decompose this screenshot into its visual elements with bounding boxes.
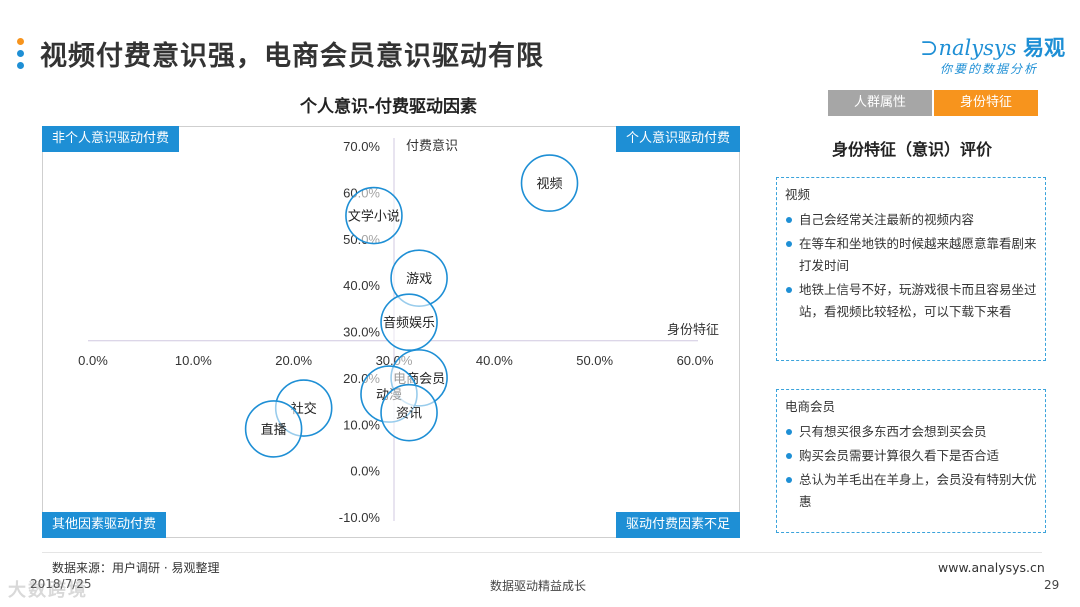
y-tick-label: 40.0%: [343, 278, 380, 293]
y-tick-label: 10.0%: [343, 417, 380, 432]
chart-frame: 0.0%10.0%20.0%30.0%40.0%50.0%60.0%70.0%6…: [42, 126, 740, 538]
bubble-label: 直播: [261, 423, 287, 438]
quadrant-label-top-left: 非个人意识驱动付费: [42, 126, 180, 152]
bubble-point: [380, 383, 438, 442]
report-date: 2018/7/25: [30, 577, 92, 591]
logo-o-icon: ⊃: [920, 36, 939, 61]
bubble-point: [345, 186, 403, 245]
footer-slogan: 数据驱动精益成长: [490, 579, 587, 593]
panel-title: 身份特征（意识）评价: [831, 140, 992, 159]
title-dots: [17, 38, 25, 74]
x-axis-title: 身份特征: [667, 322, 719, 338]
logo-main-text: nalysys: [938, 36, 1017, 60]
panel-heading: 电商会员: [785, 399, 836, 414]
x-tick-label: 10.0%: [175, 353, 212, 368]
tab-crowd-attributes[interactable]: 人群属性: [828, 90, 932, 116]
analysys-logo: ⊃nalysys 易观 你要的数据分析: [920, 32, 1070, 76]
x-tick-label: 0.0%: [78, 353, 108, 368]
x-tick-label: 20.0%: [275, 353, 312, 368]
panel-heading: 视频: [785, 187, 811, 202]
logo-wordmark: ⊃nalysys 易观: [920, 32, 1070, 62]
bubble-point: [244, 400, 303, 458]
bullet-item: 购买会员需要计算很久看下是否合适: [785, 445, 1037, 467]
bubble-label: 音频娱乐: [383, 315, 435, 331]
x-tick-label: 50.0%: [576, 353, 613, 368]
title-dot-1: [17, 38, 24, 45]
bullet-list: 只有想买很多东西才会想到买会员 购买会员需要计算很久看下是否合适 总认为羊毛出在…: [785, 421, 1037, 513]
bubble-label: 文学小说: [348, 209, 400, 225]
bullet-item: 自己会经常关注最新的视频内容: [785, 209, 1037, 231]
bullet-list: 自己会经常关注最新的视频内容 在等车和坐地铁的时候越来越愿意靠看剧来打发时间 地…: [785, 209, 1037, 323]
chart-heading: 个人意识-付费驱动因素: [300, 97, 478, 117]
bubble-point: [380, 293, 438, 352]
y-tick-label: 30.0%: [343, 325, 380, 340]
x-tick-label: 60.0%: [677, 353, 714, 368]
y-tick-label: -10.0%: [339, 510, 381, 525]
bullet-item: 只有想买很多东西才会想到买会员: [785, 421, 1037, 443]
bullet-item: 在等车和坐地铁的时候越来越愿意靠看剧来打发时间: [785, 233, 1037, 277]
title-dot-2: [17, 50, 24, 57]
bubble-point: [520, 154, 579, 212]
logo-slogan: 你要的数据分析: [940, 62, 1039, 76]
tab-bar: 人群属性 身份特征: [828, 90, 1038, 116]
bullet-item: 总认为羊毛出在羊身上，会员没有特别大优惠: [785, 469, 1037, 513]
data-source: 数据来源：用户调研 · 易观整理: [52, 561, 220, 575]
watermark: 大数跨境: [8, 580, 88, 601]
scatter-chart: 0.0%10.0%20.0%30.0%40.0%50.0%60.0%70.0%6…: [78, 138, 719, 525]
evaluation-panel-ecommerce: 电商会员 只有想买很多东西才会想到买会员 购买会员需要计算很久看下是否合适 总认…: [776, 389, 1046, 533]
bullet-item: 地铁上信号不好，玩游戏很卡而且容易坐过站，看视频比较轻松，可以下载下来看: [785, 279, 1037, 323]
y-axis-title: 付费意识: [406, 138, 458, 154]
logo-cn-text: 易观: [1023, 36, 1066, 60]
page-number: 29: [1044, 578, 1060, 592]
footer-divider: [42, 552, 1042, 553]
quadrant-label-bottom-right: 驱动付费因素不足: [615, 512, 740, 538]
website-link[interactable]: www.analysys.cn: [938, 560, 1045, 575]
y-tick-label: 70.0%: [343, 139, 380, 154]
title-dot-3: [17, 62, 24, 69]
bubble-label: 游戏: [406, 272, 432, 287]
x-tick-label: 40.0%: [476, 353, 513, 368]
quadrant-label-bottom-left: 其他因素驱动付费: [42, 512, 167, 538]
bubble-label: 资讯: [396, 407, 422, 422]
y-tick-label: 0.0%: [350, 464, 380, 479]
quadrant-label-top-right: 个人意识驱动付费: [615, 126, 740, 152]
evaluation-panel-video: 视频 自己会经常关注最新的视频内容 在等车和坐地铁的时候越来越愿意靠看剧来打发时…: [776, 177, 1046, 361]
tab-identity-features[interactable]: 身份特征: [934, 90, 1038, 116]
page-title: 视频付费意识强，电商会员意识驱动有限: [40, 41, 544, 72]
bubble-label: 视频: [537, 177, 563, 192]
